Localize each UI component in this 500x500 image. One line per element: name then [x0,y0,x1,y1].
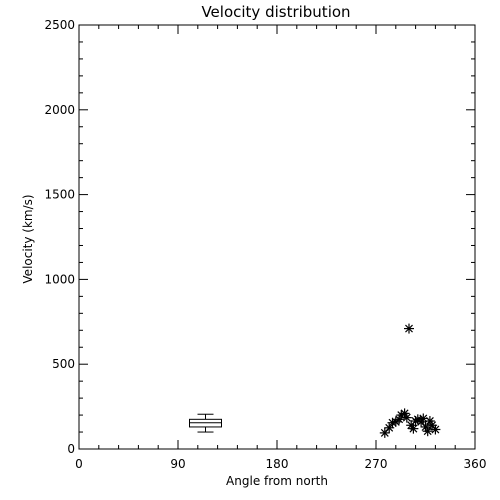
data-point [408,423,419,434]
asterisk-stroke [402,413,411,422]
y-tick-label: 1000 [44,272,75,286]
data-point [401,412,412,423]
plot-frame [78,24,476,450]
asterisk-stroke [423,427,432,436]
y-tick-label: 2000 [44,103,75,117]
y-tick-label: 500 [52,357,75,371]
x-tick-label: 360 [464,457,487,471]
asterisk-stroke [405,324,413,333]
asterisk-stroke [431,425,440,434]
y-tick-label: 2500 [44,18,75,32]
x-tick-label: 270 [365,457,388,471]
axis-ticks: 0 90 180 270 360 0 500 1000 1500 2000 2500 [44,18,486,471]
asterisk-stroke [421,422,430,431]
x-tick-label: 0 [75,457,83,471]
data-point [384,422,395,433]
asterisk-stroke [400,409,409,418]
asterisk-stroke [419,414,428,423]
x-axis-label: Angle from north [226,474,328,488]
chart-title: Velocity distribution [201,3,350,21]
x-tick-label: 90 [170,457,185,471]
y-tick-label: 1500 [44,188,75,202]
box-plot [189,413,222,433]
y-tick-label: 0 [67,442,75,456]
asterisk-stroke [425,417,434,425]
plot-marks [189,323,441,438]
asterisk-stroke [385,423,394,432]
data-point [404,323,414,334]
data-point [422,426,433,437]
asterisk-stroke [428,421,437,430]
y-axis-label: Velocity (km/s) [21,194,35,283]
data-point [430,424,441,435]
data-point [427,420,438,431]
x-tick-label: 180 [266,457,289,471]
asterisk-stroke [409,424,418,433]
